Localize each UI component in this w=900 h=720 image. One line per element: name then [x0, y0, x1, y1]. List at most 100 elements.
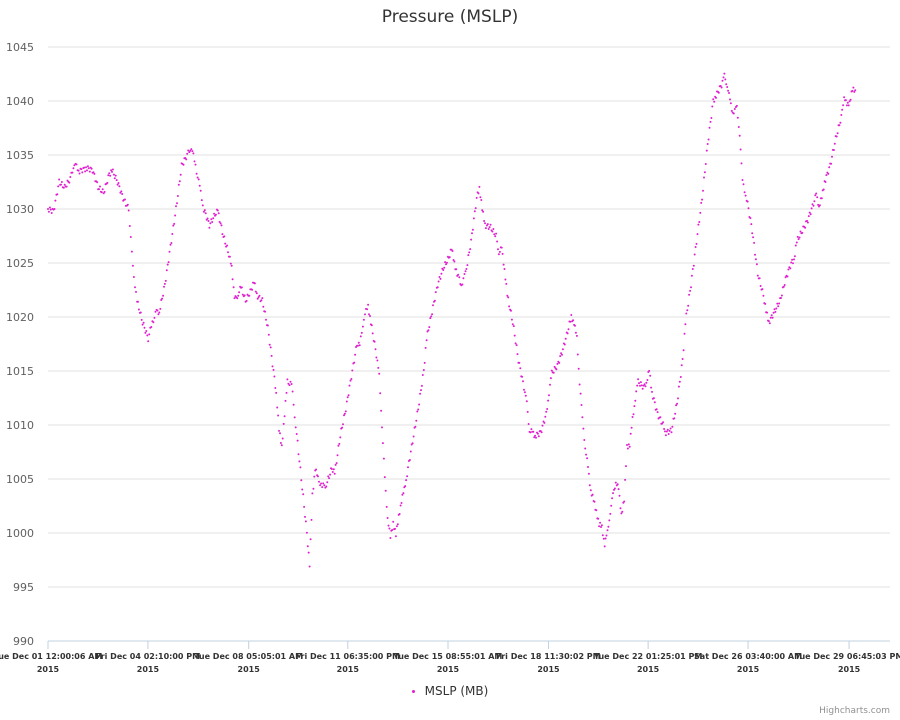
data-point [57, 185, 60, 188]
x-axis: Tue Dec 01 12:00:06 AM 2015 Fri Dec 04 02:… [0, 641, 900, 674]
data-point [489, 223, 492, 226]
data-point [300, 479, 303, 482]
data-point [569, 320, 572, 323]
data-point [111, 170, 113, 173]
data-point [206, 217, 209, 220]
data-point [717, 91, 720, 94]
data-point [600, 524, 603, 527]
data-point [666, 428, 669, 431]
data-point [817, 203, 820, 206]
data-point [725, 83, 728, 86]
y-tick-label: 1045 [6, 41, 34, 54]
credits-link[interactable]: Highcharts.com [819, 706, 890, 716]
data-point [164, 279, 167, 282]
data-point [80, 168, 83, 171]
data-point [170, 242, 173, 244]
data-point [99, 185, 101, 188]
data-point [518, 361, 521, 364]
data-point [424, 346, 427, 349]
data-point [798, 236, 801, 239]
data-point [166, 263, 169, 266]
legend[interactable]: MSLP (MB) [0, 684, 900, 698]
data-point [308, 565, 311, 568]
data-point [196, 176, 199, 179]
data-point [465, 268, 468, 270]
data-point [407, 466, 409, 469]
data-point [128, 225, 131, 227]
data-point [475, 196, 478, 199]
data-point [135, 290, 137, 293]
data-point [693, 253, 696, 256]
data-point [812, 204, 815, 207]
data-point [840, 114, 843, 116]
data-point [298, 460, 301, 463]
data-point [420, 384, 423, 387]
data-point [286, 378, 289, 381]
data-point [639, 384, 641, 387]
data-point [309, 538, 312, 541]
data-point [566, 332, 569, 335]
data-point [408, 459, 411, 461]
data-point [558, 361, 561, 364]
data-point [684, 323, 687, 326]
data-point [652, 397, 655, 400]
data-point [688, 293, 691, 296]
data-point [617, 488, 620, 491]
data-point [329, 473, 332, 476]
data-point [677, 385, 680, 388]
data-point [559, 355, 562, 358]
data-point [797, 238, 800, 241]
data-point [807, 215, 810, 218]
x-tick-label: Tue Dec 29 06:45:03 PM [795, 652, 900, 661]
data-point [854, 89, 857, 92]
data-point [159, 307, 162, 310]
data-point [268, 343, 271, 346]
data-point [563, 343, 566, 346]
data-point [169, 243, 172, 246]
data-point [696, 233, 699, 236]
data-point [364, 313, 366, 316]
data-point [47, 210, 50, 213]
data-point [755, 263, 758, 266]
data-point [185, 158, 188, 161]
y-axis-tick-labels: 990 995 1000 1005 1010 1015 1020 1025 1030 1035 10… [6, 41, 34, 648]
data-point [561, 353, 563, 356]
data-point [790, 261, 793, 264]
data-point [625, 465, 627, 468]
data-point [653, 401, 656, 404]
data-point [795, 241, 798, 244]
data-point [291, 390, 294, 393]
data-point [527, 423, 530, 425]
data-point [644, 385, 647, 388]
data-point [174, 214, 177, 217]
data-point [608, 519, 611, 522]
data-point [488, 226, 491, 229]
data-point [742, 183, 745, 186]
data-point [830, 162, 833, 165]
data-point [172, 224, 175, 227]
data-point [411, 442, 414, 445]
data-point [274, 387, 277, 389]
data-point [168, 250, 171, 253]
data-point [699, 211, 702, 214]
data-point [549, 377, 552, 380]
data-point [344, 410, 347, 413]
data-point [173, 222, 176, 225]
data-point [117, 182, 120, 184]
data-point [210, 218, 213, 221]
data-point [758, 277, 761, 280]
data-point [381, 442, 384, 445]
data-point [836, 132, 839, 135]
x-tick-year: 2015 [437, 665, 460, 674]
data-point [536, 432, 539, 435]
data-point [649, 374, 652, 377]
data-point [544, 415, 547, 418]
data-point [483, 220, 486, 222]
data-point [343, 414, 345, 417]
data-point [434, 291, 437, 294]
data-point [468, 251, 471, 254]
data-point [405, 479, 408, 482]
data-point [101, 188, 104, 191]
data-point [440, 272, 443, 275]
data-point [556, 362, 559, 365]
